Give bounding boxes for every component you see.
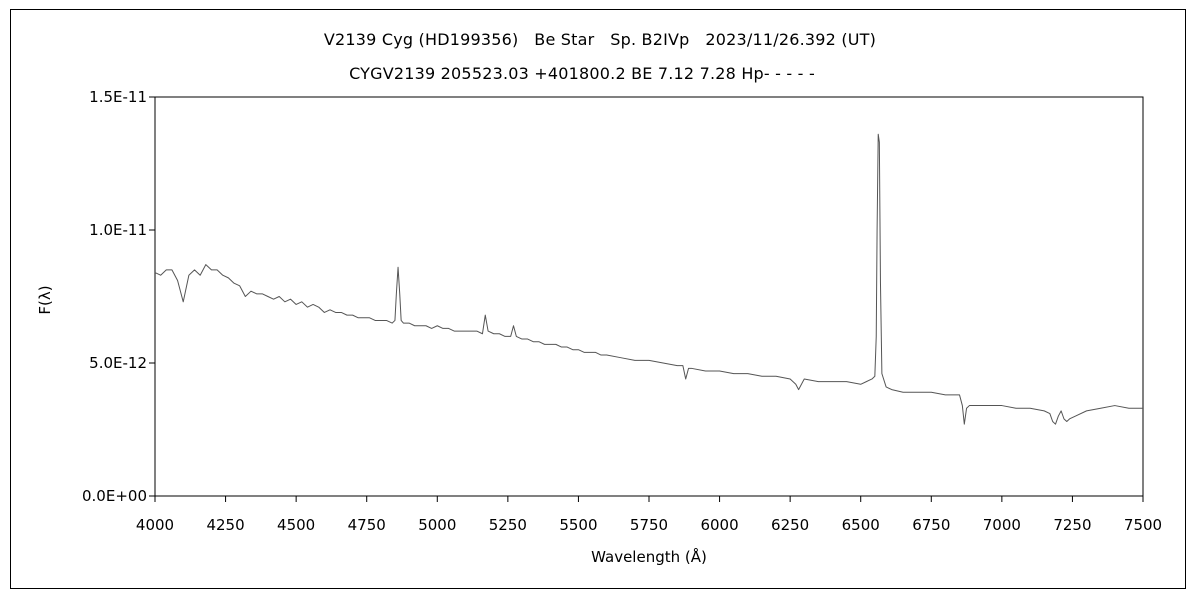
x-tick-label: 6250 <box>771 516 809 534</box>
y-tick-label: 1.0E-11 <box>89 221 147 239</box>
y-axis: 0.0E+00 5.0E-12 1.0E-11 1.5E-11 <box>82 88 155 505</box>
x-tick-label: 6000 <box>700 516 738 534</box>
x-tick-label: 6500 <box>842 516 880 534</box>
y-axis-label: F(λ) <box>36 285 54 314</box>
x-tick-label: 4000 <box>136 516 174 534</box>
series-group <box>154 133 1143 425</box>
x-tick-label: 7500 <box>1124 516 1162 534</box>
x-tick-label: 6750 <box>912 516 950 534</box>
x-tick-label: 5000 <box>418 516 456 534</box>
chart-frame <box>10 9 1186 589</box>
x-tick-label: 5250 <box>489 516 527 534</box>
x-tick-label: 4250 <box>206 516 244 534</box>
y-tick-label: 1.5E-11 <box>89 88 147 106</box>
chart-subtitle: CYGV2139 205523.03 +401800.2 BE 7.12 7.2… <box>349 64 815 83</box>
y-tick-label: 5.0E-12 <box>89 354 147 372</box>
x-axis: 4000 4250 4500 4750 5000 5250 5500 5750 6000 6250… <box>136 496 1162 534</box>
x-tick-label: 5750 <box>630 516 668 534</box>
x-tick-label: 4750 <box>348 516 386 534</box>
x-tick-label: 7000 <box>983 516 1021 534</box>
x-tick-label: 7250 <box>1053 516 1091 534</box>
x-tick-label: 4500 <box>277 516 315 534</box>
y-tick-label: 0.0E+00 <box>82 487 147 505</box>
chart-title: V2139 Cyg (HD199356) Be Star Sp. B2IVp 2… <box>323 30 877 49</box>
x-tick-label: 5500 <box>559 516 597 534</box>
x-axis-label: Wavelength (Å) <box>591 547 707 566</box>
plot-area <box>154 96 1144 497</box>
spectrum-line <box>154 133 1143 425</box>
